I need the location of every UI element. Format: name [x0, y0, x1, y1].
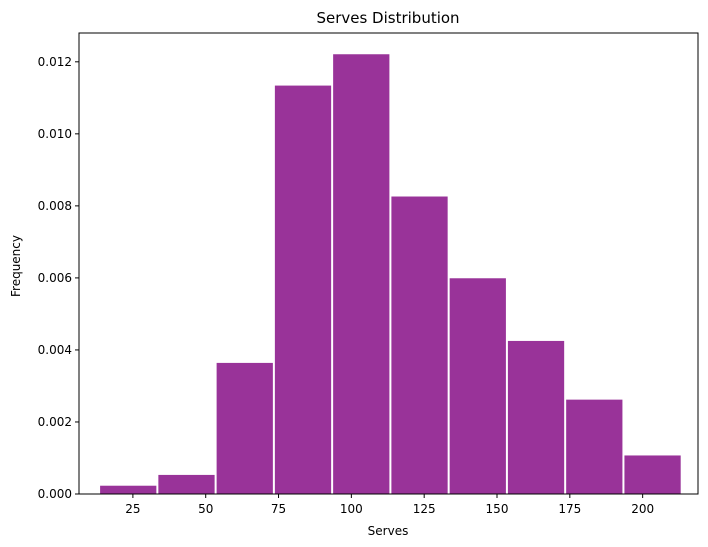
y-tick-label: 0.010: [38, 127, 72, 141]
x-tick-label: 25: [125, 502, 140, 516]
x-tick-label: 50: [198, 502, 213, 516]
y-tick-label: 0.002: [38, 415, 72, 429]
y-axis-label: Frequency: [9, 235, 23, 297]
y-tick-label: 0.008: [38, 199, 72, 213]
histogram-bar-9: [566, 399, 623, 494]
y-axis-ticks: 0.000 0.002 0.004 0.006 0.008 0.010 0.012: [38, 55, 79, 501]
x-axis-ticks: 25 50 75 100 125 150 175 200: [125, 494, 654, 516]
histogram-bar-1: [100, 485, 157, 494]
chart-title: Serves Distribution: [316, 9, 459, 27]
histogram-bar-3: [216, 362, 273, 494]
histogram-bar-6: [391, 196, 448, 495]
plot-frame: [78, 32, 699, 495]
y-tick-label: 0.012: [38, 55, 72, 69]
x-tick-label: 150: [486, 502, 509, 516]
y-tick-label: 0.004: [38, 343, 72, 357]
x-tick-label: 125: [413, 502, 436, 516]
x-tick-label: 200: [631, 502, 654, 516]
y-tick-label: 0.006: [38, 271, 72, 285]
histogram-bar-5: [333, 54, 390, 495]
x-tick-label: 100: [340, 502, 363, 516]
bars-group: [100, 54, 681, 495]
histogram-bar-2: [158, 474, 215, 494]
x-axis-label: Serves: [368, 524, 409, 538]
x-tick-label: 75: [271, 502, 286, 516]
x-tick-label: 175: [558, 502, 581, 516]
histogram-bar-4: [274, 85, 332, 494]
y-tick-label: 0.000: [38, 487, 72, 501]
histogram-bar-8: [507, 340, 565, 494]
histogram-bar-7: [449, 278, 506, 494]
histogram-bar-10: [624, 455, 681, 494]
